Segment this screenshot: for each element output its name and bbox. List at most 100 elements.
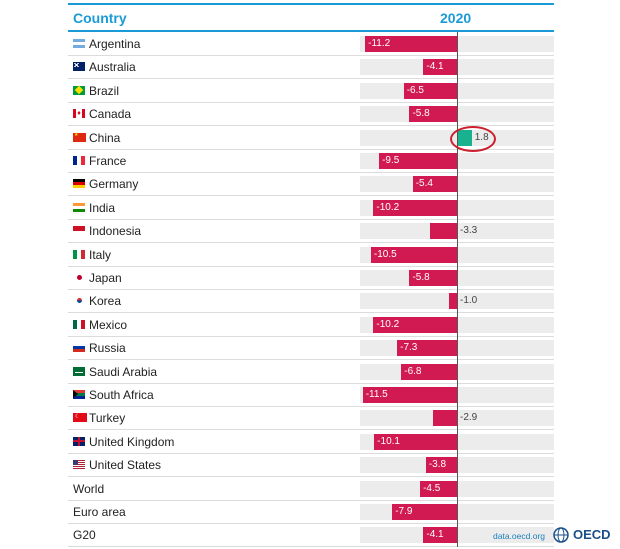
canada-flag-icon: ♦ bbox=[73, 109, 85, 119]
indonesia-flag-icon bbox=[73, 226, 85, 236]
category-label: Indonesia bbox=[89, 224, 142, 239]
value-label: -10.2 bbox=[376, 201, 400, 213]
oecd-globe-icon bbox=[553, 527, 569, 543]
year-column-header: 2020 bbox=[440, 10, 472, 26]
category-label: South Africa bbox=[89, 388, 154, 402]
chart-row: Italy -10.5 bbox=[68, 244, 554, 267]
category-label: Japan bbox=[89, 271, 122, 285]
value-label: -5.4 bbox=[415, 178, 433, 190]
chart-row: Argentina -11.2 bbox=[68, 33, 554, 56]
value-label: -9.5 bbox=[382, 155, 400, 166]
category-label: Korea bbox=[89, 294, 122, 309]
header-bottom-rule bbox=[68, 30, 554, 32]
category-label: France bbox=[89, 154, 127, 168]
chart-row: ☾ Turkey -2.9 bbox=[68, 407, 554, 431]
category-label: India bbox=[89, 200, 116, 215]
value-label: -5.8 bbox=[412, 272, 430, 283]
argentina-flag-icon bbox=[73, 39, 85, 48]
bar bbox=[425, 457, 457, 474]
bar bbox=[420, 480, 457, 497]
value-label: -10.5 bbox=[373, 248, 397, 260]
chart-row: South Africa -11.5 bbox=[68, 384, 554, 407]
bar bbox=[370, 246, 457, 263]
category-label: World bbox=[73, 481, 105, 496]
bar bbox=[397, 340, 457, 357]
header-top-rule bbox=[68, 3, 554, 5]
turkey-flag-icon: ☾ bbox=[73, 413, 87, 423]
france-flag-icon bbox=[73, 156, 85, 165]
bar bbox=[365, 36, 457, 52]
india-flag-icon bbox=[73, 202, 85, 212]
south-africa-flag-icon bbox=[73, 390, 85, 399]
bar bbox=[412, 176, 457, 193]
category-label: China bbox=[89, 130, 121, 145]
bar bbox=[429, 223, 457, 240]
chart-row: Russia -7.3 bbox=[68, 337, 554, 361]
united-kingdom-flag-icon bbox=[73, 436, 85, 446]
bar bbox=[423, 527, 457, 544]
value-label: -6.8 bbox=[404, 365, 422, 377]
chart-row: Euro area -7.9 bbox=[68, 501, 554, 524]
category-label: Canada bbox=[89, 107, 132, 122]
source-link[interactable]: data.oecd.org bbox=[493, 531, 545, 541]
value-label: -4.5 bbox=[423, 482, 441, 494]
saudi-arabia-flag-icon bbox=[73, 366, 85, 376]
chart-row: Saudi Arabia -6.8 bbox=[68, 361, 554, 384]
value-label: -7.3 bbox=[400, 342, 418, 354]
bar bbox=[433, 410, 457, 427]
oecd-logo-text: OECD bbox=[573, 527, 611, 542]
chart-row: Korea -1.0 bbox=[68, 290, 554, 314]
category-label: G20 bbox=[73, 528, 96, 543]
china-flag-icon: ★ bbox=[73, 132, 86, 142]
bar bbox=[373, 199, 457, 216]
chart-row: Mexico -10.2 bbox=[68, 314, 554, 337]
value-label: -6.5 bbox=[406, 84, 424, 96]
category-label: Mexico bbox=[89, 317, 128, 332]
chart-row: ♦ Canada -5.8 bbox=[68, 103, 554, 127]
chart-row: Brazil -6.5 bbox=[68, 80, 554, 103]
country-column-header: Country bbox=[73, 10, 127, 26]
brazil-flag-icon bbox=[73, 85, 85, 95]
chart-row: India -10.2 bbox=[68, 197, 554, 220]
oecd-logo: OECD bbox=[553, 527, 611, 548]
value-label: -5.8 bbox=[412, 108, 430, 120]
bar bbox=[373, 316, 457, 333]
category-label: Turkey bbox=[89, 411, 126, 426]
zero-axis-line bbox=[457, 32, 458, 547]
chart-row: G20 -4.1 bbox=[68, 524, 554, 548]
category-label: Russia bbox=[89, 341, 126, 356]
bar bbox=[392, 504, 457, 520]
category-label: Australia bbox=[89, 60, 136, 75]
italy-flag-icon bbox=[73, 249, 85, 259]
category-label: United States bbox=[89, 458, 162, 473]
bar bbox=[362, 387, 457, 403]
category-label: Argentina bbox=[89, 37, 141, 51]
bar bbox=[401, 363, 457, 380]
russia-flag-icon bbox=[73, 343, 85, 353]
value-label: -11.2 bbox=[368, 38, 391, 49]
category-label: Brazil bbox=[89, 83, 120, 98]
highlight-circle bbox=[450, 126, 496, 152]
value-label: -10.2 bbox=[376, 318, 400, 330]
value-label: -2.9 bbox=[460, 412, 478, 424]
value-label: -7.9 bbox=[395, 506, 413, 517]
bar bbox=[448, 293, 457, 310]
korea-flag-icon bbox=[73, 296, 85, 306]
category-label: Germany bbox=[89, 177, 139, 192]
category-label: Saudi Arabia bbox=[89, 364, 158, 379]
united-states-flag-icon bbox=[73, 460, 85, 470]
category-label: Italy bbox=[89, 247, 112, 262]
chart-row: World -4.5 bbox=[68, 478, 554, 501]
bar bbox=[409, 270, 457, 286]
bar bbox=[403, 82, 457, 99]
germany-flag-icon bbox=[73, 179, 85, 189]
australia-flag-icon bbox=[73, 62, 85, 72]
chart-row: Germany -5.4 bbox=[68, 173, 554, 197]
category-label: Euro area bbox=[73, 505, 126, 519]
chart-row: Australia -4.1 bbox=[68, 56, 554, 80]
value-label: -4.1 bbox=[426, 61, 444, 73]
mexico-flag-icon bbox=[73, 319, 85, 329]
value-label: -4.1 bbox=[426, 529, 444, 541]
chart-row: Indonesia -3.3 bbox=[68, 220, 554, 244]
